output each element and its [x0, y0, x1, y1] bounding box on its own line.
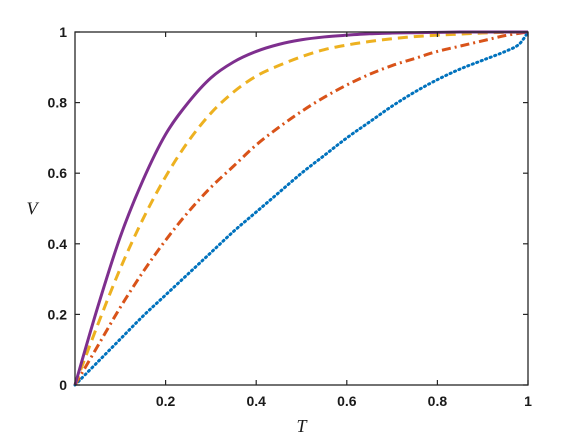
- x-tick-labels: 0.2 0.4 0.6 0.8 1: [156, 393, 532, 409]
- plot-frame: [74, 31, 529, 386]
- y-tick-label: 1: [59, 24, 67, 40]
- y-axis-label: V: [27, 199, 40, 219]
- y-tick-label: 0.8: [48, 95, 68, 111]
- x-tick-label: 0.2: [156, 393, 176, 409]
- y-tick-labels: 0 0.2 0.4 0.6 0.8 1: [48, 24, 68, 393]
- y-tick-label: 0: [59, 377, 67, 393]
- series-line-dotted: [73, 30, 530, 387]
- y-tick-label: 0.2: [48, 306, 68, 322]
- y-tick-label: 0.4: [48, 236, 68, 252]
- x-axis-label: T: [296, 416, 308, 436]
- ticks-layer: [75, 31, 529, 386]
- x-tick-label: 0.8: [428, 393, 448, 409]
- y-tick-label: 0.6: [48, 165, 68, 181]
- x-tick-label: 1: [524, 393, 532, 409]
- series-line-dashed: [73, 30, 529, 386]
- x-tick-label: 0.6: [337, 393, 357, 409]
- x-tick-label: 0.4: [246, 393, 266, 409]
